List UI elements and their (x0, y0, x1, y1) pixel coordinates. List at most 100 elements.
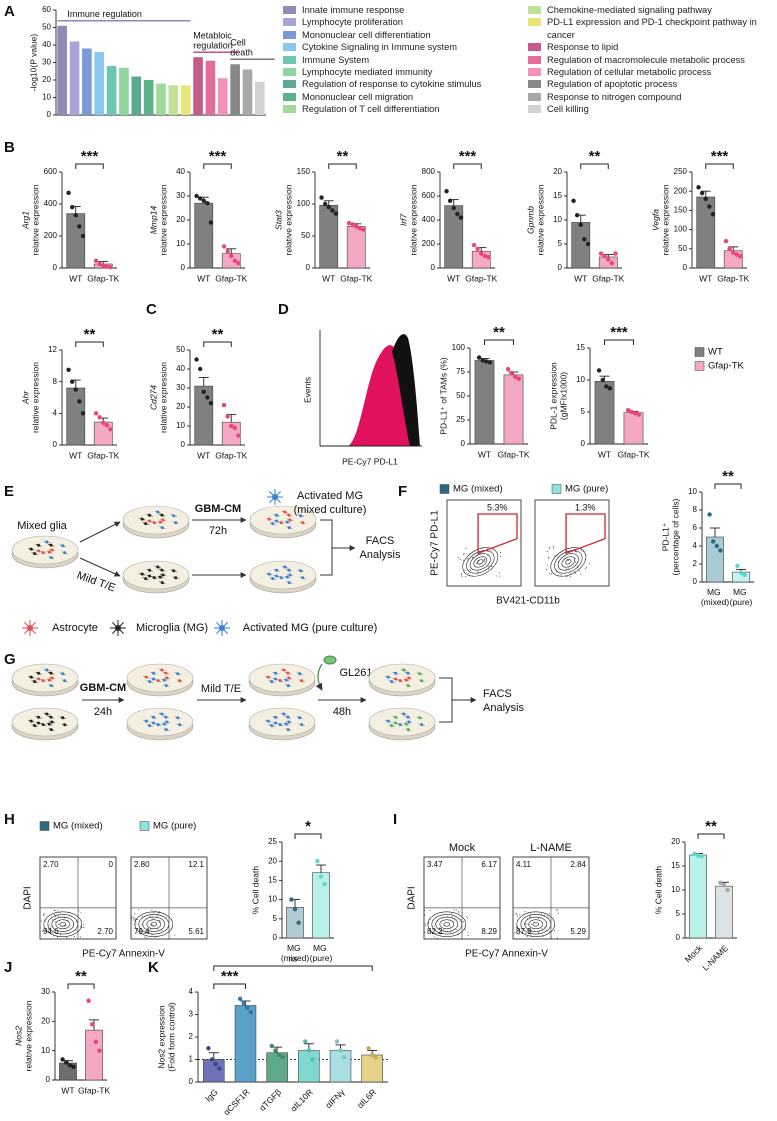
flow-plot: 2.80 12.1 79.4 5.61 (130, 856, 208, 940)
flow-event (134, 918, 136, 920)
data-point (77, 224, 82, 229)
flow-event (547, 557, 549, 559)
x-tick-label: WT (197, 273, 210, 283)
data-point (236, 261, 241, 266)
y-tick-label: 50 (176, 345, 185, 354)
flow-plot: 1.3% (534, 499, 610, 587)
y-tick-label: 50 (42, 23, 51, 32)
data-point (97, 261, 102, 267)
legend-label: PD-L1 expression and PD-1 checkpoint pat… (547, 17, 757, 40)
y-tick-label: 10 (268, 895, 277, 904)
flow-event (553, 930, 555, 932)
flow-event (66, 937, 68, 939)
cell (386, 719, 390, 723)
flow-event (487, 565, 489, 567)
data-point (273, 1048, 278, 1053)
data-point (625, 407, 631, 413)
cell (386, 675, 390, 679)
cell (398, 679, 402, 683)
cell (49, 715, 53, 719)
bar (312, 872, 330, 939)
flow-event (424, 914, 426, 916)
flow-event (453, 909, 455, 911)
flow-event (517, 933, 519, 935)
cell (152, 677, 156, 681)
flow-event (483, 560, 485, 562)
diagram-label: 48h (333, 706, 351, 718)
y-axis-label: relative expression (23, 1000, 33, 1071)
cell (279, 521, 283, 525)
bar (474, 360, 495, 445)
y-tick-label: 200 (44, 231, 58, 240)
data-point (208, 401, 214, 406)
flow-contour (516, 911, 556, 937)
data-point (63, 1060, 69, 1065)
data-point (366, 1046, 371, 1051)
cell (266, 675, 270, 679)
flow-event (560, 574, 562, 576)
y-tick-label: 10 (41, 1046, 50, 1055)
y-tick-label: 25 (456, 415, 465, 424)
y-tick-label: 8 (53, 377, 58, 386)
cell (406, 684, 410, 688)
flow-event (530, 934, 532, 936)
cell (287, 581, 291, 585)
bar (503, 374, 524, 445)
y-tick-label: 10 (176, 421, 185, 430)
flow-gate-label: 1.3% (575, 502, 596, 512)
data-point (334, 1039, 340, 1044)
x-tick-label: WT (69, 450, 82, 460)
flow-event (483, 559, 485, 561)
arrow (79, 557, 121, 577)
bar (298, 1050, 320, 1083)
flow-event (449, 926, 451, 928)
data-point (318, 874, 324, 879)
data-point (80, 411, 86, 416)
y-tick-label: 20 (42, 75, 51, 84)
y-tick-label: 50 (301, 231, 310, 240)
flow-event (458, 911, 460, 913)
flow-event (467, 558, 469, 560)
y-tick-label: 10 (576, 375, 585, 384)
y-axis-label: relative expression (660, 184, 670, 255)
y-axis-label: PD-L1⁺ (660, 522, 670, 551)
cell (394, 671, 398, 675)
cell (402, 712, 406, 716)
x-tick-label: WT (598, 449, 611, 459)
bar (143, 80, 154, 115)
data-point (350, 222, 355, 227)
x-tick-label: Gfap-TK (465, 273, 497, 283)
legend-label: Cell killing (547, 104, 589, 115)
flow-ylabel: DAPI (407, 886, 418, 909)
significance-label: *** (711, 148, 729, 165)
flow-event (55, 916, 57, 918)
flow-contour (43, 911, 83, 937)
x-tick-label: Gfap-TK (592, 273, 624, 283)
data-point (93, 258, 99, 263)
data-point (289, 897, 294, 902)
cell (29, 719, 33, 723)
cell (164, 671, 168, 675)
data-point (484, 359, 489, 364)
flow-contour (466, 550, 495, 574)
group-label: Immune regulation (67, 9, 142, 19)
cell (47, 722, 51, 726)
bar (594, 380, 615, 445)
cell (298, 716, 302, 720)
data-point (505, 366, 511, 372)
cell (285, 520, 289, 524)
cell (33, 552, 37, 556)
flow-event (567, 567, 569, 569)
bar (66, 213, 86, 269)
flow-contour (142, 916, 166, 932)
bar (242, 69, 253, 115)
cell (274, 721, 278, 725)
group-label: Cell (230, 38, 246, 48)
diagram-label: Mild T/E (201, 683, 241, 695)
diagram-label: 24h (94, 706, 112, 718)
cell (49, 728, 53, 732)
data-point (734, 252, 740, 257)
cell (176, 672, 180, 676)
y-tick-label: 600 (44, 167, 58, 176)
flow-event (549, 547, 551, 549)
